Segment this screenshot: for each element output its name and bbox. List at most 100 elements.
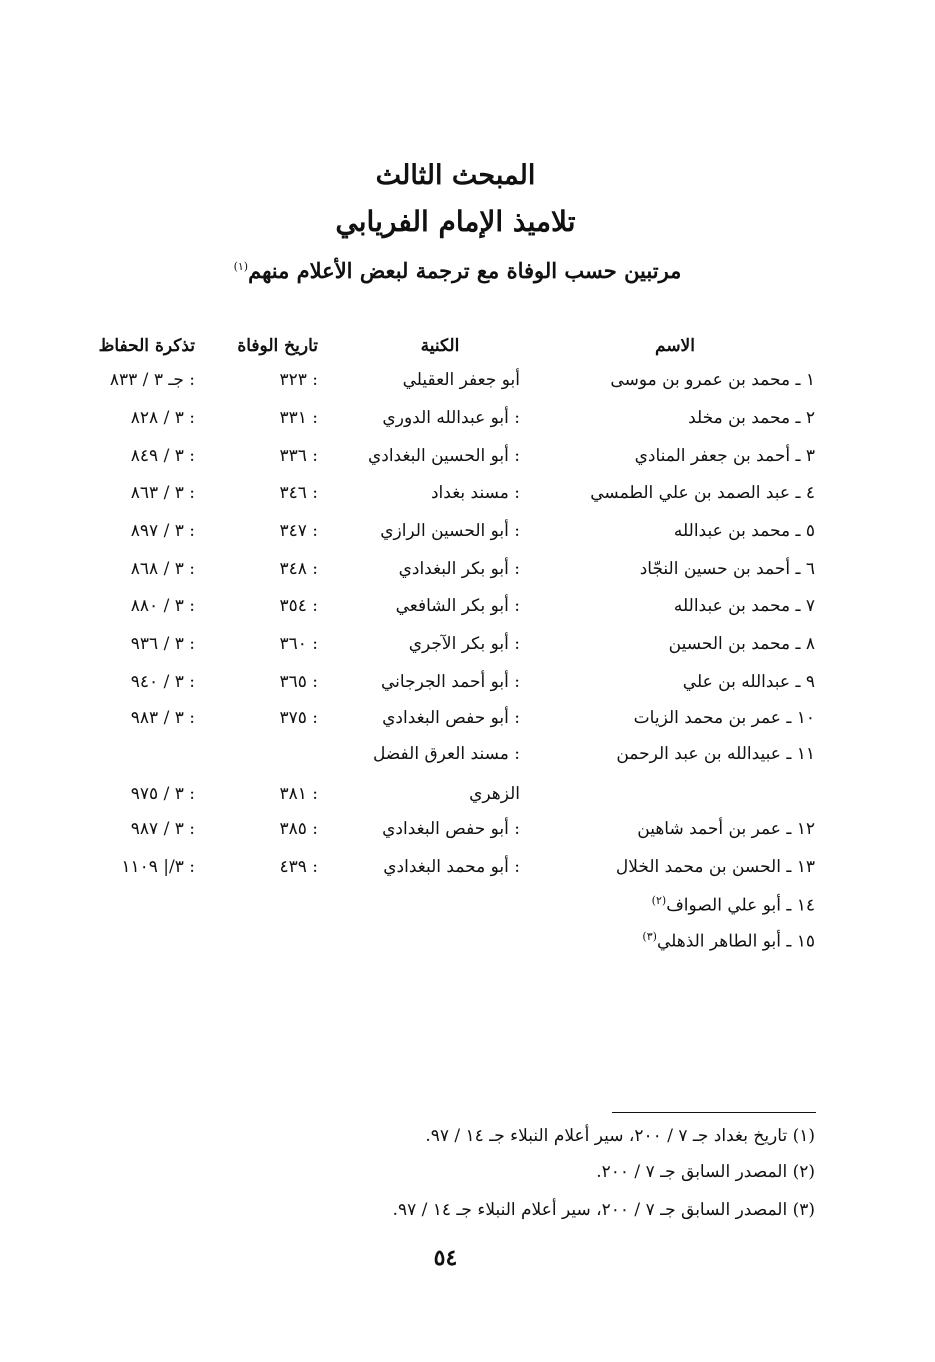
death-year: : ٣٥٤ — [208, 596, 318, 616]
death-year-text: : ٣٦٠ — [279, 634, 318, 654]
section-title: المبحث الثالث — [375, 160, 536, 191]
student-kunya: : أبو بكر الشافعي — [320, 596, 520, 616]
death-year-text: : ٣٨٥ — [279, 819, 318, 839]
student-kunya-text: : أبو بكر الشافعي — [395, 596, 520, 616]
student-name-text: ٣ ـ أحمد بن جعفر المنادي — [634, 446, 815, 466]
tadhkira-ref-text: : ٣ / ٩٨٣ — [130, 708, 195, 728]
student-kunya-text: أبو جعفر العقيلي — [402, 370, 520, 390]
tadhkira-ref: : ٣ / ٨٢٨ — [55, 408, 195, 428]
header-kunya: الكنية — [420, 336, 460, 356]
student-name-text: ٢ ـ محمد بن مخلد — [688, 408, 815, 428]
student-name: ١٢ ـ عمر بن أحمد شاهين — [525, 819, 815, 839]
student-name-text: ٧ ـ محمد بن عبدالله — [673, 596, 815, 616]
student-kunya-text: : أبو حفص البغدادي — [382, 708, 520, 728]
table-row: ٩ ـ عبدالله بن علي : أبو أحمد الجرجاني : ٣… — [0, 672, 935, 702]
student-name: ١٠ ـ عمر بن محمد الزيات — [525, 708, 815, 728]
student-name: ٤ ـ عبد الصمد بن علي الطمسي — [525, 483, 815, 503]
student-kunya: : أبو بكر البغدادي — [320, 559, 520, 579]
death-year-text: : ٣٨١ — [279, 784, 318, 804]
table-row: ٤ ـ عبد الصمد بن علي الطمسي: مسند بغداد:… — [0, 483, 935, 513]
header-name: الاسم — [655, 336, 695, 356]
death-year: : ٣٣١ — [208, 408, 318, 428]
student-kunya-text: : أبو حفص البغدادي — [382, 819, 520, 839]
student-kunya: : أبو حفص البغدادي — [320, 819, 520, 839]
tadhkira-ref: : ٣ / ٨٦٣ — [55, 483, 195, 503]
table-row: ٨ ـ محمد بن الحسين: أبو بكر الآجري: ٣٦٠:… — [0, 634, 935, 664]
death-year: : ٣٤٧ — [208, 521, 318, 541]
tadhkira-ref: : ٣ / ٩٤٠ — [55, 672, 195, 692]
death-year-text: : ٣٦٥ — [279, 672, 318, 692]
header-death: تاريخ الوفاة — [237, 336, 318, 356]
death-year: : ٣٤٦ — [208, 483, 318, 503]
student-name: ١١ ـ عبيدالله بن عبد الرحمن — [525, 744, 815, 764]
footnote-ref: (١) — [233, 260, 249, 273]
student-kunya: : أبو عبدالله الدوري — [320, 408, 520, 428]
page-number: ٥٤ — [433, 1245, 458, 1271]
death-year: : ٣٤٨ — [208, 559, 318, 579]
student-name-text: ١٥ ـ أبو الطاهر الذهلي — [656, 931, 815, 952]
student-kunya-text: : أبو عبدالله الدوري — [382, 408, 520, 428]
tadhkira-ref-text: : ٣ / ٨٦٣ — [130, 483, 195, 503]
student-kunya-text: : أبو الحسين البغدادي — [367, 446, 520, 466]
student-kunya-text: الزهري — [469, 784, 520, 804]
tadhkira-ref: : جـ ٣ / ٨٣٣ — [55, 370, 195, 390]
tadhkira-ref: : ٣ / ٨٩٧ — [55, 521, 195, 541]
student-kunya: : أبو حفص البغدادي — [320, 708, 520, 728]
footnote-1: (١) تاريخ بغداد جـ ٧ / ٢٠٠، سير أعلام ال… — [425, 1126, 815, 1146]
death-year-text: : ٣٧٥ — [279, 708, 318, 728]
student-name: ١ ـ محمد بن عمرو بن موسى — [525, 370, 815, 390]
death-year: : ٤٣٩ — [208, 857, 318, 877]
tadhkira-ref-text: : ٣/| ١١٠٩ — [121, 857, 195, 877]
student-kunya-text: : مسند العرق الفضل — [372, 744, 520, 764]
table-row: الزهري: ٣٨١: ٣ / ٩٧٥ — [0, 784, 935, 814]
student-kunya-text: : أبو الحسين الرازي — [380, 521, 520, 541]
table-row: ١٣ ـ الحسن بن محمد الخلال : أبو محمد البغ… — [0, 857, 935, 887]
tadhkira-ref-text: : ٣ / ٨٨٠ — [130, 596, 195, 616]
student-name-text: ٦ ـ أحمد بن حسين النجّاد — [639, 559, 815, 579]
table-row: ٢ ـ محمد بن مخلد : أبو عبدالله الدوري : ٣٣… — [0, 408, 935, 438]
death-year: : ٣٨٥ — [208, 819, 318, 839]
death-year-text: : ٣٣١ — [279, 408, 318, 428]
student-name-text: ١٢ ـ عمر بن أحمد شاهين — [637, 819, 815, 839]
table-row: ١٤ ـ أبو علي الصواف(٢) — [0, 894, 935, 924]
tadhkira-ref: : ٣ / ٩٣٦ — [55, 634, 195, 654]
tadhkira-ref: : ٣ / ٩٨٧ — [55, 819, 195, 839]
death-year: : ٣٦٠ — [208, 634, 318, 654]
death-year-text: : ٣٤٧ — [279, 521, 318, 541]
student-kunya-text: : أبو أحمد الجرجاني — [380, 672, 520, 692]
student-name-text: ١٤ ـ أبو علي الصواف — [666, 895, 815, 916]
subtitle: مرتبين حسب الوفاة مع ترجمة لبعض الأعلام … — [0, 258, 925, 283]
student-kunya: : أبو بكر الآجري — [320, 634, 520, 654]
student-kunya: : أبو محمد البغدادي — [320, 857, 520, 877]
table-row: ١ ـ محمد بن عمرو بن موسى أبو جعفر العقيلي… — [0, 370, 935, 400]
death-year-text: : ٣٤٦ — [279, 483, 318, 503]
death-year: : ٣٢٣ — [208, 370, 318, 390]
student-kunya: : أبو أحمد الجرجاني — [320, 672, 520, 692]
table-header: الاسم الكنية تاريخ الوفاة تذكرة الحفاظ — [0, 336, 935, 366]
student-name: ٥ ـ محمد بن عبدالله — [525, 521, 815, 541]
table-row: ١٠ ـ عمر بن محمد الزيات: أبو حفص البغداد… — [0, 708, 935, 738]
tadhkira-ref-text: : ٣ / ٩٣٦ — [130, 634, 195, 654]
student-name: ٦ ـ أحمد بن حسين النجّاد — [525, 559, 815, 579]
student-kunya: الزهري — [320, 784, 520, 804]
student-name: ٨ ـ محمد بن الحسين — [525, 634, 815, 654]
student-name: ٩ ـ عبدالله بن علي — [525, 672, 815, 692]
footnote-3: (٣) المصدر السابق جـ ٧ / ٢٠٠، سير أعلام … — [392, 1200, 815, 1220]
tadhkira-ref-text: : ٣ / ٨٩٧ — [130, 521, 195, 541]
subtitle-text: مرتبين حسب الوفاة مع ترجمة لبعض الأعلام … — [248, 258, 682, 283]
tadhkira-ref: : ٣/| ١١٠٩ — [55, 857, 195, 877]
student-name-text: ٩ ـ عبدالله بن علي — [682, 672, 815, 692]
student-name-text: ٥ ـ محمد بن عبدالله — [673, 521, 815, 541]
student-name-text: ١ ـ محمد بن عمرو بن موسى — [610, 370, 815, 390]
death-year: : ٣٧٥ — [208, 708, 318, 728]
student-name: ٧ ـ محمد بن عبدالله — [525, 596, 815, 616]
tadhkira-ref-text: : ٣ / ٩٤٠ — [130, 672, 195, 692]
student-name: ٣ ـ أحمد بن جعفر المنادي — [525, 446, 815, 466]
student-kunya-text: : أبو محمد البغدادي — [383, 857, 520, 877]
tadhkira-ref-text: : ٣ / ٨٢٨ — [130, 408, 195, 428]
table-row: ٧ ـ محمد بن عبدالله : أبو بكر الشافعي : ٣٥… — [0, 596, 935, 626]
student-kunya-text: : مسند بغداد — [430, 483, 520, 503]
tadhkira-ref-text: : ٣ / ٩٨٧ — [130, 819, 195, 839]
student-name-text: ١٣ ـ الحسن بن محمد الخلال — [615, 857, 815, 877]
student-kunya: : أبو الحسين البغدادي — [320, 446, 520, 466]
